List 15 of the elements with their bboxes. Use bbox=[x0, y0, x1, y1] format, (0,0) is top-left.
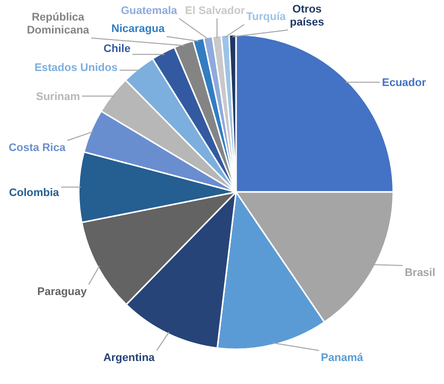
slice-label: Guatemala bbox=[120, 5, 178, 18]
slice-label: República Dominicana bbox=[26, 12, 90, 37]
slice-label: Ecuador bbox=[382, 77, 427, 90]
slice-label: Paraguay bbox=[37, 286, 88, 298]
slice-label: Chile bbox=[104, 43, 130, 56]
slice-label: Surinam bbox=[36, 91, 80, 104]
slice-label: Argentina bbox=[103, 352, 156, 364]
slice-label: Otros países bbox=[290, 4, 324, 29]
slice-label: Colombia bbox=[8, 187, 60, 200]
slice-label: Costa Rica bbox=[8, 142, 66, 154]
slice-label: Brasil bbox=[404, 267, 436, 280]
slice-label: Turquía bbox=[246, 11, 287, 24]
slice-label: Estados Unidos bbox=[34, 62, 118, 74]
slice-label: Nicaragua bbox=[111, 23, 166, 36]
slice-label: Panamá bbox=[320, 352, 364, 364]
